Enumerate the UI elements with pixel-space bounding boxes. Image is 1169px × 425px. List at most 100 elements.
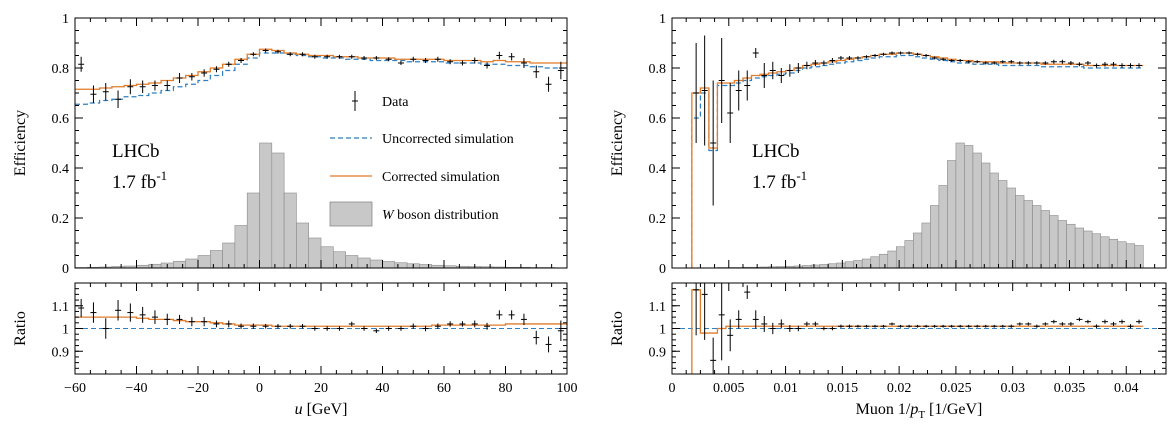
ratio-point — [931, 324, 938, 328]
ratio-point — [974, 324, 981, 328]
ratio-point — [533, 330, 540, 345]
ratio-point — [447, 321, 454, 327]
histogram-bar — [1117, 241, 1127, 268]
histogram-bar — [887, 250, 897, 268]
histogram-bar — [382, 261, 396, 268]
data-point — [778, 68, 785, 83]
ratio-point — [484, 322, 491, 330]
ratio-axis-title: Ratio — [12, 311, 29, 346]
ratio-point — [1050, 319, 1057, 324]
data-point — [434, 56, 441, 62]
ratio-tick-label: 1.1 — [52, 300, 70, 315]
ratio-point — [102, 318, 109, 339]
ratio-point — [545, 336, 552, 353]
ratio-point — [965, 324, 972, 328]
ratio-point — [188, 317, 195, 327]
histogram-bar — [332, 251, 346, 268]
histogram-bar — [185, 258, 199, 268]
ratio-point — [115, 300, 122, 321]
data-point — [829, 58, 836, 63]
ratio-point — [752, 310, 759, 329]
histogram-bar — [938, 185, 948, 268]
efficiency-plot-area — [691, 35, 1144, 268]
data-point — [837, 56, 844, 60]
ratio-tick-label: 1 — [659, 323, 666, 338]
data-point — [471, 57, 478, 64]
x-title-unit: [GeV] — [303, 401, 348, 418]
histogram-bar — [246, 192, 260, 268]
ratio-point — [889, 322, 896, 326]
x-title-subscript: T — [918, 409, 925, 421]
ratio-point — [1059, 322, 1066, 326]
ratio-point — [139, 306, 146, 323]
ratio-point — [336, 326, 343, 331]
ratio-tick-label: 0.9 — [52, 345, 70, 360]
ratio-point — [238, 323, 245, 329]
ratio-point — [176, 314, 183, 324]
ratio-point — [324, 326, 331, 331]
histogram-bar — [955, 142, 965, 268]
histogram-bar — [1015, 195, 1025, 268]
data-point — [201, 69, 208, 77]
data-point — [880, 52, 887, 56]
x-tick-label: 0 — [669, 381, 676, 396]
data-point — [965, 60, 972, 64]
x-axis-title: u [GeV] — [295, 401, 348, 418]
ratio-point — [274, 323, 281, 329]
x-tick-label: 0.005 — [713, 381, 745, 396]
data-point — [557, 61, 564, 80]
data-point — [991, 61, 998, 65]
histogram-bar — [296, 222, 309, 268]
ratio-point — [957, 324, 964, 328]
ratio-point — [361, 326, 368, 331]
ratio-point — [727, 319, 734, 352]
data-point — [906, 51, 913, 55]
y-tick-label: 1 — [62, 12, 69, 27]
data-point — [931, 56, 938, 60]
ratio-point — [1127, 324, 1134, 329]
data-point — [1118, 63, 1125, 68]
histogram-bar — [148, 263, 162, 268]
histogram-bar — [173, 260, 186, 268]
data-point — [164, 80, 171, 91]
histogram-bar — [844, 261, 855, 268]
histogram-bar — [283, 192, 297, 268]
panel-left: −60 −40 −20 0 20 40 60 80 100 0 0.2 0.4 0.6 0.8 1 0.9 1 1… — [12, 12, 578, 418]
data-point — [459, 60, 466, 66]
data-point — [324, 54, 331, 59]
data-point — [744, 70, 751, 101]
histogram-bar — [913, 232, 923, 268]
data-point — [176, 73, 183, 83]
data-point — [701, 35, 708, 146]
histogram-bar — [998, 180, 1008, 268]
histogram-bar — [989, 172, 999, 268]
x-axis-ticks: −60 −40 −20 0 20 40 60 80 100 — [64, 18, 578, 396]
ratio-point — [906, 324, 913, 328]
data-point — [1033, 61, 1040, 65]
data-point — [361, 56, 368, 60]
luminosity-value: 1.7 fb — [112, 172, 156, 193]
data-point — [846, 56, 853, 60]
histogram-bar — [210, 250, 223, 268]
data-point — [854, 56, 861, 60]
histogram-bar — [921, 222, 931, 268]
ratio-points — [78, 298, 564, 353]
x-tick-label: −60 — [64, 381, 86, 396]
ratio-tick-label: 0.9 — [649, 345, 667, 360]
ratio-point — [940, 324, 947, 328]
ratio-corrected-line — [75, 316, 567, 327]
ratio-point — [829, 326, 836, 331]
data-point — [1016, 61, 1023, 65]
y-tick-label: 0.8 — [649, 62, 667, 77]
y-axis-title: Efficiency — [12, 110, 29, 176]
x-tick-label: 0.03 — [1000, 381, 1025, 396]
ratio-point — [761, 315, 768, 332]
histogram-bar — [930, 205, 940, 268]
data-point — [769, 61, 776, 80]
histogram-bar — [827, 263, 837, 268]
x-axis-ticks: 0 0.005 0.01 0.015 0.02 0.025 0.03 0.035 0.04 — [669, 18, 1156, 396]
y-tick-label: 1 — [659, 12, 666, 27]
ratio-point — [262, 323, 269, 329]
efficiency-frame — [671, 17, 1167, 269]
